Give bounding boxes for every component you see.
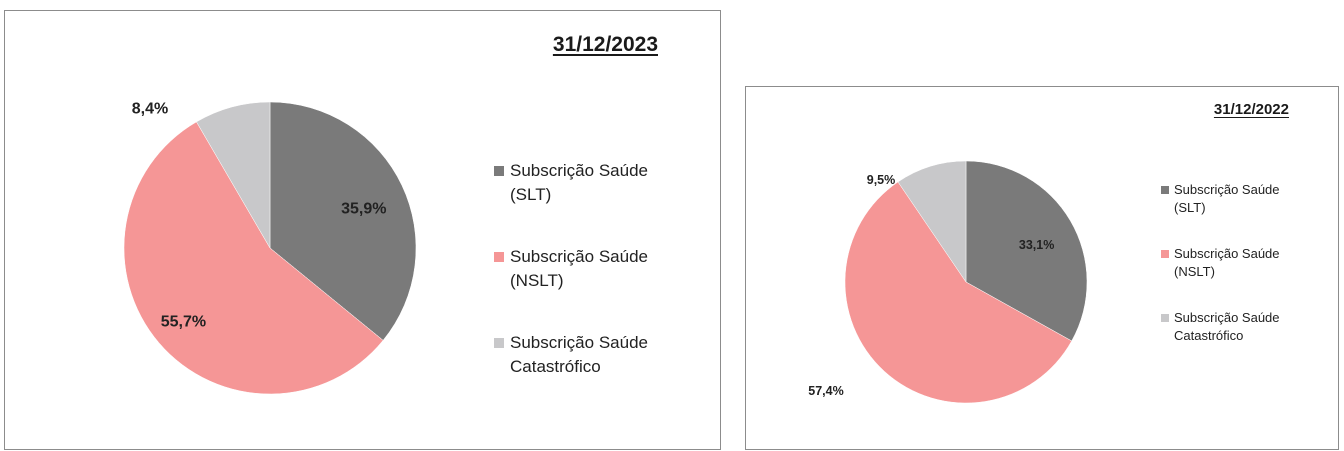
data-label-catastrofico: 9,5% <box>867 173 896 187</box>
legend-swatch-catastrofico <box>1161 314 1169 322</box>
data-label-nslt: 55,7% <box>161 313 206 330</box>
data-label-catastrofico: 8,4% <box>132 101 168 118</box>
legend-swatch-nslt <box>494 252 504 262</box>
pie-slice-catastrofico <box>196 101 271 249</box>
chart-panel-2022: 31/12/2022 33,1% 57,4% 9,5% Subscrição Saú… <box>745 86 1339 450</box>
legend-label-line: (SLT) <box>1174 200 1206 215</box>
pie-slice-nslt <box>123 121 384 395</box>
pie-chart-2022: 33,1% 57,4% 9,5% <box>808 160 1088 404</box>
chart-panel-2023: 31/12/2023 35,9% 55,7% 8,4% Subscrição Saú… <box>4 10 721 450</box>
legend-label-line: Subscrição Saúde <box>510 247 648 266</box>
legend-label-line: Catastrófico <box>510 357 601 376</box>
legend-label-line: Subscrição Saúde <box>1174 246 1280 261</box>
legend-label-line: Subscrição Saúde <box>510 333 648 352</box>
data-label-slt: 35,9% <box>341 201 386 218</box>
chart-title: 31/12/2023 <box>552 33 658 56</box>
data-label-nslt: 57,4% <box>808 384 843 398</box>
legend-item-slt: Subscrição Saúde (SLT) <box>1161 181 1334 245</box>
legend-label-line: (NSLT) <box>1174 264 1215 279</box>
pie-chart-2023: 35,9% 55,7% 8,4% <box>123 101 417 395</box>
chart-title: 31/12/2022 <box>1213 101 1289 118</box>
legend-label-line: (NSLT) <box>510 271 564 290</box>
pie-slice-catastrofico <box>897 160 967 283</box>
legend-label-line: Subscrição Saúde <box>1174 310 1280 325</box>
legend-item-catastrofico: Subscrição Saúde Catastrófico <box>1161 309 1334 373</box>
legend-item-slt: Subscrição Saúde (SLT) <box>494 159 690 245</box>
legend-item-nslt: Subscrição Saúde (NSLT) <box>494 245 690 331</box>
legend-item-catastrofico: Subscrição Saúde Catastrófico <box>494 331 690 417</box>
legend-swatch-slt <box>494 166 504 176</box>
legend-item-nslt: Subscrição Saúde (NSLT) <box>1161 245 1334 309</box>
legend-swatch-nslt <box>1161 250 1169 258</box>
legend-label-line: Subscrição Saúde <box>510 161 648 180</box>
pie-slice-slt <box>269 101 417 341</box>
pie-slice-nslt <box>844 181 1073 404</box>
legend-swatch-slt <box>1161 186 1169 194</box>
legend-label-line: (SLT) <box>510 185 552 204</box>
chart-legend: Subscrição Saúde (SLT) Subscrição Saúde … <box>1161 181 1334 373</box>
legend-swatch-catastrofico <box>494 338 504 348</box>
legend-label-line: Subscrição Saúde <box>1174 182 1280 197</box>
data-label-slt: 33,1% <box>1019 238 1054 252</box>
legend-label-line: Catastrófico <box>1174 328 1244 343</box>
pie-slice-slt <box>965 160 1088 342</box>
chart-legend: Subscrição Saúde (SLT) Subscrição Saúde … <box>494 159 690 417</box>
